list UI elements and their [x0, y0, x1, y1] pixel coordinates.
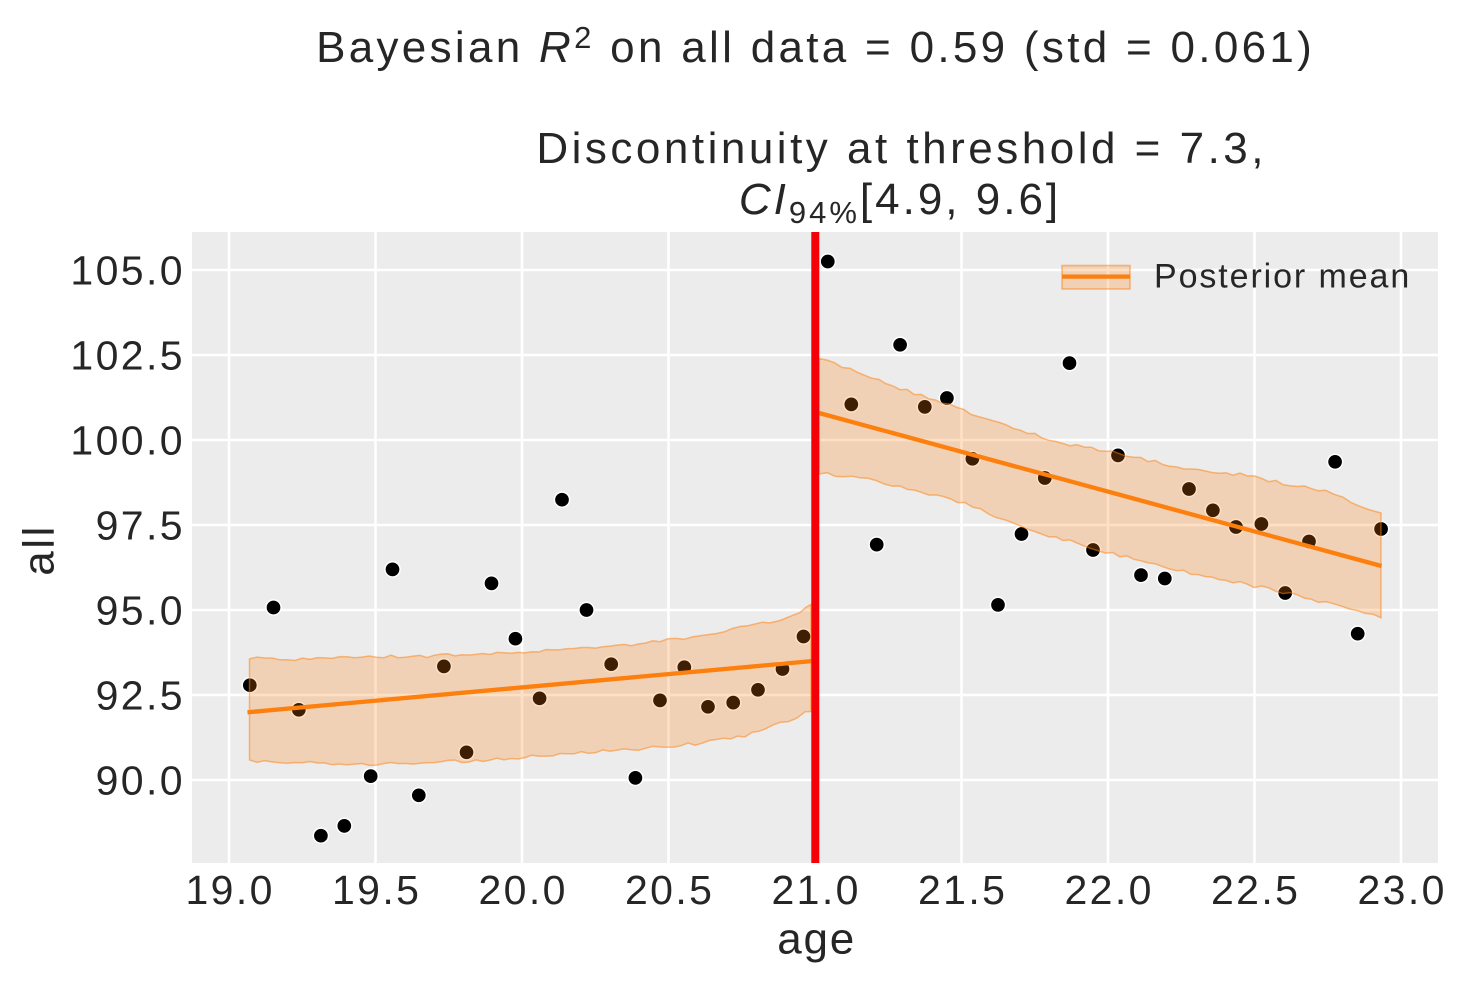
- svg-text:92.5: 92.5: [96, 673, 185, 719]
- svg-text:90.0: 90.0: [96, 758, 185, 804]
- svg-text:21.5: 21.5: [918, 867, 1007, 913]
- svg-text:100.0: 100.0: [70, 418, 185, 464]
- svg-text:Bayesian R2 on all data = 0.59: Bayesian R2 on all data = 0.59 (std = 0.…: [316, 20, 1315, 72]
- svg-text:20.5: 20.5: [625, 867, 714, 913]
- svg-text:22.0: 22.0: [1064, 867, 1153, 913]
- svg-text:Posterior mean: Posterior mean: [1154, 257, 1411, 295]
- svg-text:22.5: 22.5: [1211, 867, 1300, 913]
- svg-text:23.0: 23.0: [1357, 867, 1446, 913]
- svg-text:all: all: [15, 524, 64, 576]
- svg-text:105.0: 105.0: [70, 248, 185, 294]
- svg-text:Discontinuity at threshold = 7: Discontinuity at threshold = 7.3,: [536, 124, 1267, 173]
- svg-text:19.0: 19.0: [185, 867, 274, 913]
- svg-text:102.5: 102.5: [70, 333, 185, 379]
- svg-text:age: age: [777, 915, 856, 964]
- svg-text:CI94%[4.9, 9.6]: CI94%[4.9, 9.6]: [739, 175, 1061, 230]
- svg-text:20.0: 20.0: [478, 867, 567, 913]
- svg-text:21.0: 21.0: [771, 867, 860, 913]
- svg-text:95.0: 95.0: [96, 588, 185, 634]
- svg-text:97.5: 97.5: [96, 503, 185, 549]
- svg-text:19.5: 19.5: [332, 867, 421, 913]
